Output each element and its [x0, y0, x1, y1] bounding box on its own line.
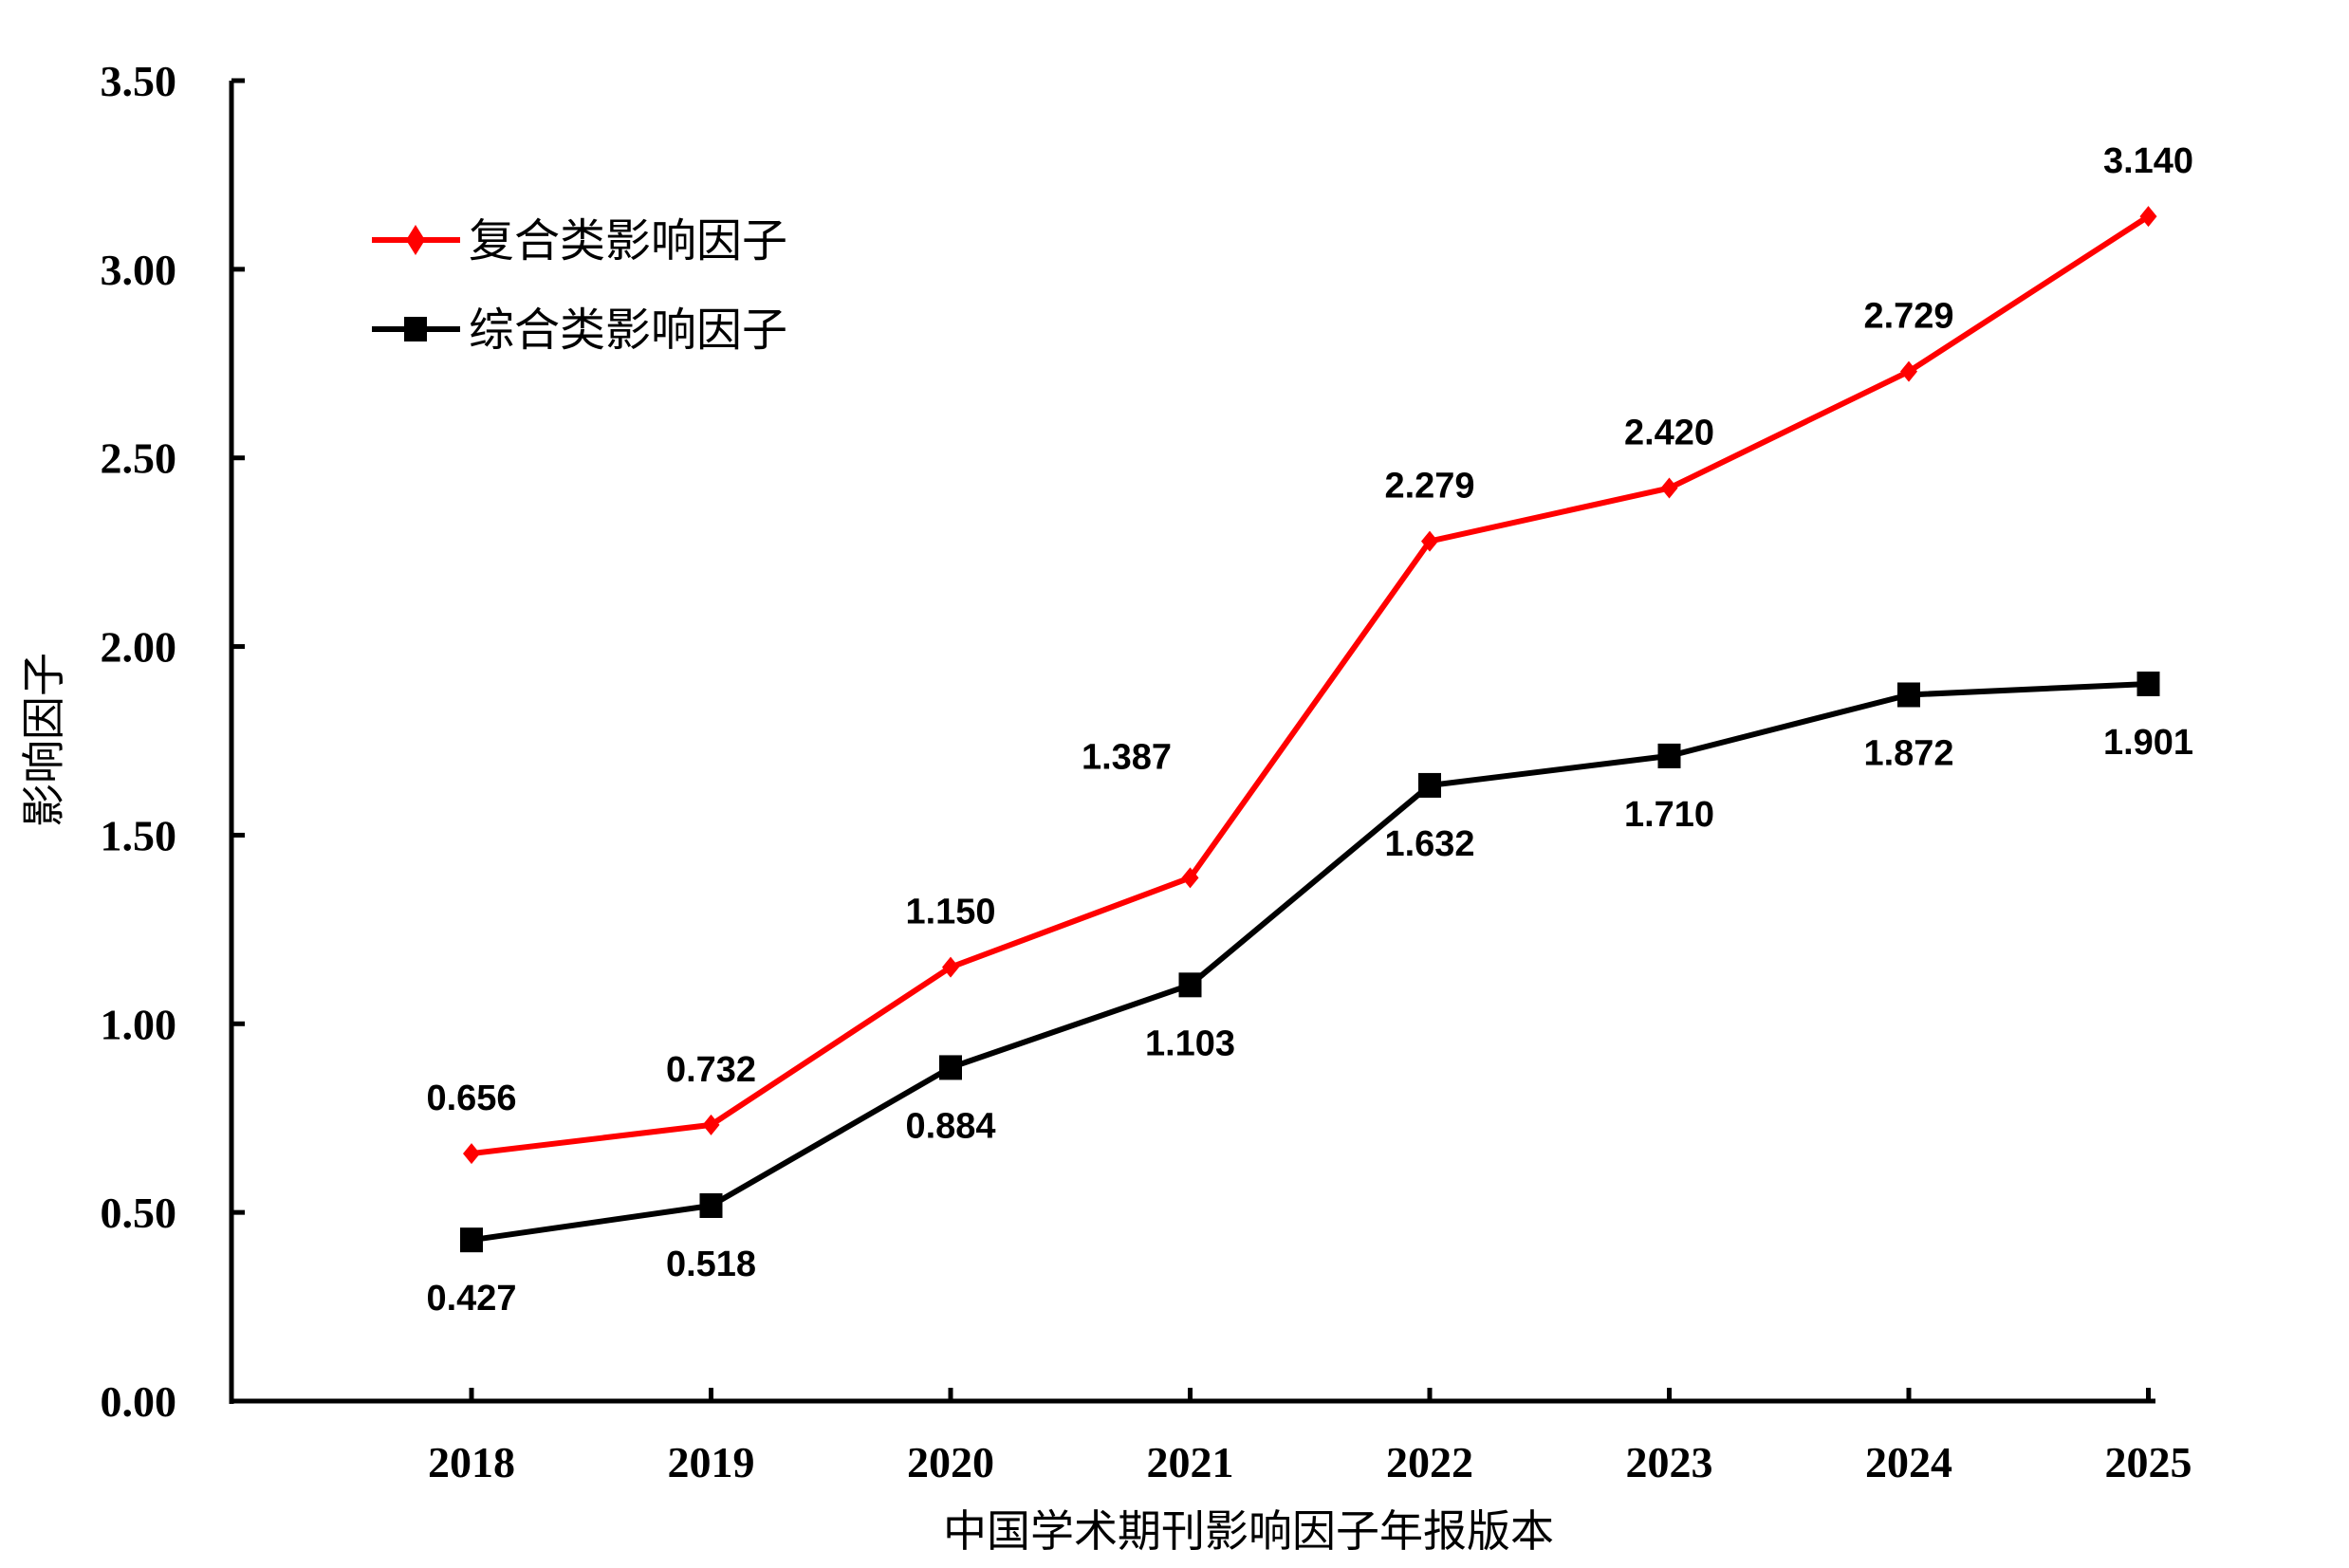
x-tick-label: 2022 [1386, 1438, 1473, 1486]
x-tick-label: 2019 [668, 1438, 755, 1486]
series-layer [460, 206, 2160, 1253]
x-tick-label: 2021 [1147, 1438, 1234, 1486]
legend-label-comprehensive: 综合类影响因子 [469, 304, 787, 357]
x-tick-label: 2018 [428, 1438, 515, 1486]
y-tick-label: 1.00 [101, 1000, 177, 1048]
data-label: 0.427 [426, 1279, 516, 1319]
data-point-diamond [2139, 206, 2157, 228]
data-point-diamond [1421, 530, 1438, 552]
y-tick-label: 3.50 [101, 57, 177, 105]
data-label: 1.710 [1624, 795, 1714, 835]
data-label: 0.656 [426, 1079, 516, 1118]
data-point-diamond [942, 956, 959, 978]
legend-item-composite: 复合类影响因子 [372, 214, 787, 267]
series-line-1 [471, 680, 2149, 1244]
data-point-square [460, 1227, 483, 1253]
data-point-square [1657, 743, 1681, 768]
y-tick-label: 2.50 [101, 434, 177, 483]
data-point-square [939, 1055, 962, 1080]
data-label: 1.872 [1863, 733, 1953, 773]
axes: 0.00 0.50 1.00 1.50 2.00 2.50 3.00 3.50 2018 2019… [101, 57, 2192, 1486]
x-tick-label: 2020 [907, 1438, 994, 1486]
legend-square-marker [404, 317, 427, 341]
data-label: 2.729 [1863, 297, 1953, 337]
data-label: 2.420 [1624, 414, 1714, 453]
data-point-diamond [702, 1114, 720, 1135]
x-tick-label: 2024 [1865, 1438, 1952, 1486]
data-point-diamond [463, 1143, 480, 1165]
data-label: 0.732 [666, 1050, 756, 1090]
data-point-diamond [1900, 360, 1917, 382]
x-tick-label: 2025 [2105, 1438, 2192, 1486]
data-point-square [1897, 682, 1920, 708]
y-tick-label: 0.50 [101, 1189, 177, 1237]
data-point-square [2136, 671, 2160, 696]
data-point-diamond [1660, 477, 1678, 499]
x-axis-title: 中国学术期刊影响因子年报版本 [943, 1505, 1554, 1557]
data-point-square [699, 1192, 723, 1218]
data-label: 2.279 [1384, 467, 1474, 507]
data-label: 0.884 [905, 1106, 995, 1146]
data-labels: 0.656 0.732 1.150 1.387 2.279 2.420 2.729 3.140… [426, 141, 2193, 1319]
y-axis-title: 影响因子 [18, 653, 69, 827]
legend-label-composite: 复合类影响因子 [469, 214, 787, 267]
series-line-0 [471, 213, 2151, 1157]
x-tick-label: 2023 [1626, 1438, 1713, 1486]
y-tick-label: 2.00 [101, 623, 177, 672]
legend-item-comprehensive: 综合类影响因子 [372, 304, 787, 357]
data-label: 0.518 [666, 1245, 756, 1284]
data-label: 1.632 [1384, 824, 1474, 864]
legend-diamond-marker [406, 225, 425, 255]
data-label: 1.387 [1082, 737, 1172, 777]
data-label: 1.901 [2103, 723, 2193, 763]
y-tick-label: 1.50 [101, 811, 177, 859]
data-label: 1.150 [905, 893, 995, 932]
data-point-square [1178, 972, 1202, 998]
legend: 复合类影响因子 综合类影响因子 [372, 214, 787, 357]
data-point-square [1418, 772, 1441, 798]
data-label: 1.103 [1145, 1024, 1235, 1063]
data-label: 3.140 [2103, 141, 2193, 181]
y-tick-label: 3.00 [101, 246, 177, 294]
y-tick-label: 0.00 [101, 1377, 177, 1426]
data-point-diamond [1181, 867, 1199, 889]
